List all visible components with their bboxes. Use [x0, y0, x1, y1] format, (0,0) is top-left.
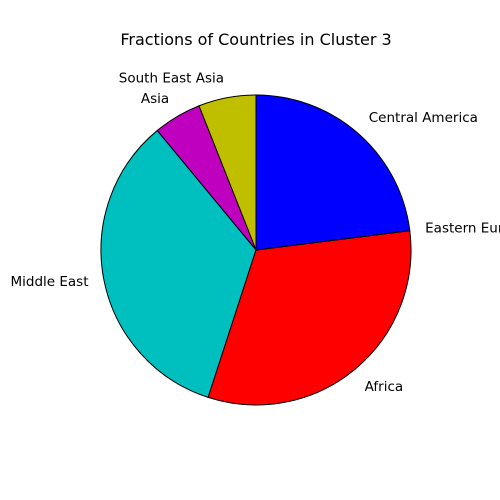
slice-label-africa: Africa: [365, 379, 404, 395]
slice-label-central-america: Central America: [369, 110, 478, 126]
pie-slice-africa: [207, 230, 412, 406]
pie-slice-central-america: [255, 94, 411, 251]
slice-label-south-east-asia: South East Asia: [119, 71, 224, 87]
slice-label-middle-east: Middle East: [11, 274, 89, 290]
pie-slice-middle-east: [100, 129, 257, 399]
slice-label-asia: Asia: [141, 91, 169, 107]
slice-label-eastern-europe: Eastern Europe: [425, 221, 500, 237]
pie-slices: [100, 94, 412, 406]
chart-title: Fractions of Countries in Cluster 3: [120, 30, 391, 49]
slice-labels: South East Asia Asia Middle East Africa East…: [11, 71, 500, 395]
